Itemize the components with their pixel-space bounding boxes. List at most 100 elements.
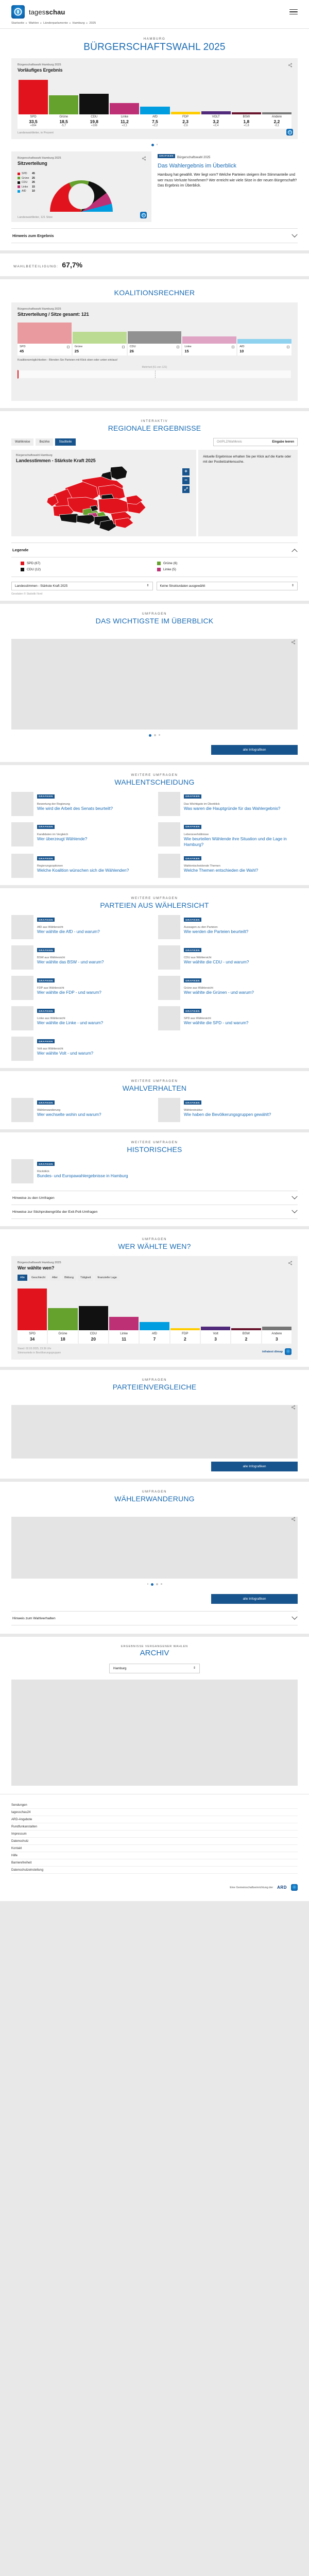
regional-tabs[interactable]: Wahlkreise Bezirke Stadtteile Ort/PLZ/Wa… [11,438,298,446]
filter-tab-geschlecht[interactable]: Geschlecht [29,1275,48,1281]
breadcrumb-item-laenderparlamente[interactable]: Länderparlamente [43,22,68,25]
infografik-placeholder[interactable] [11,1405,298,1459]
party-checkbox[interactable] [286,345,289,348]
tab-bezirke[interactable]: Bezirke [36,438,54,446]
teaser-title[interactable]: Wie wird die Arbeit des Senats beurteilt… [37,806,113,811]
infografik-placeholder[interactable] [11,1517,298,1579]
tab-stadtteile[interactable]: Stadtteile [55,438,76,446]
teaser-title[interactable]: Wer wählte die CDU - und warum? [184,960,249,965]
carousel-dot-2[interactable] [154,734,157,736]
footer-link-datenschutzeinstellung[interactable]: Datenschutzeinstellung [11,1867,298,1874]
zoom-out-button[interactable]: − [182,477,190,484]
brand-logo[interactable]: tagesschau [11,5,65,19]
teaser-card[interactable]: GRAFIKEN Aussagen zu den Parteien Wie werd… [158,915,298,940]
teaser-title[interactable]: Wie beurteilen Wählende ihre Situation u… [184,837,287,847]
hamburger-menu-icon[interactable] [289,9,298,15]
carousel-dot-1[interactable] [147,1583,148,1585]
koalition-bar-linke[interactable] [182,336,237,344]
footer-link-sendungen[interactable]: Sendungen [11,1802,298,1809]
share-icon[interactable] [288,1261,293,1265]
teaser-card[interactable]: GRAFIKEN Lebensverhältnisse Wie beurteilen… [158,822,298,848]
teaser-card[interactable]: GRAFIKEN Volt aus Wählersicht Wer wählte V… [11,1037,151,1061]
footer-link-barrierefreiheit[interactable]: Barrierefreiheit [11,1859,298,1867]
carousel-dot-2[interactable] [156,144,158,145]
teaser-title[interactable]: Wer wählte das BSW - und warum? [37,960,104,965]
filter-tab-tätigkeit[interactable]: Tätigkeit [78,1275,94,1281]
teaser-card[interactable]: GRAFIKEN SPD aus Wählersicht Wer wählte di… [158,1006,298,1031]
accordion-hinweis-wahlverhalten[interactable]: Hinweis zum Wahlverhalten [11,1612,298,1626]
party-checkbox[interactable] [122,345,125,348]
carousel-dot-1[interactable] [151,144,154,146]
teaser-card[interactable]: GRAFIKEN Linke aus Wählersicht Wer wählte … [11,1006,151,1031]
teaser-card[interactable]: GRAFIKEN FDP aus Wählersicht Wer wählte di… [11,976,151,1001]
share-icon[interactable] [291,1517,296,1521]
teaser-title[interactable]: Welche Themen entschieden die Wahl? [184,868,259,873]
breadcrumb-item-hamburg[interactable]: Hamburg [72,22,85,25]
teaser-title[interactable]: Wer wählte die AfD - und warum? [37,929,100,935]
search-clear-button[interactable]: Eingabe leeren [272,440,294,444]
teaser-title[interactable]: Wer wechselte wohin und warum? [37,1112,101,1117]
tab-wahlkreise[interactable]: Wahlkreise [11,438,34,446]
teaser-title[interactable]: Das Wahlergebnis im Überblick [158,163,237,169]
koalition-party-cells[interactable]: SPD 45 Grüne 25 CDU 26 Linke 15 AfD 10 [18,344,291,355]
carousel-dot-4[interactable] [161,1583,162,1585]
map-zoom-controls[interactable]: + − ⤢ [182,468,190,493]
footer-link-ard-angebote[interactable]: ARD-Angebote [11,1816,298,1824]
filter-tab-alter[interactable]: Alter [49,1275,61,1281]
alle-infografiken-button[interactable]: alle Infografiken [211,745,298,755]
filter-tab-bildung[interactable]: Bildung [62,1275,77,1281]
koalition-party-cdu[interactable]: CDU 26 [127,344,182,355]
umfrage-accordions[interactable]: Hinweise zu den Umfragen Hinweise zur St… [11,1191,298,1219]
accordion-hinweise-umfragen[interactable]: Hinweise zu den Umfragen [11,1191,298,1206]
carousel-dot-3[interactable] [159,734,160,736]
koalition-party-spd[interactable]: SPD 45 [18,344,72,355]
teaser-card[interactable]: GRAFIKEN Grüne aus Wählersicht Wer wählte … [158,976,298,1001]
alle-infografiken-button[interactable]: alle Infografiken [211,1594,298,1604]
zoom-in-button[interactable]: + [182,468,190,476]
teaser-title[interactable]: Wer wählte Volt - und warum? [37,1051,94,1056]
teaser-title[interactable]: Wer überzeugt Wählende? [37,837,88,841]
koalition-bar-spd[interactable] [18,322,72,344]
teaser-title[interactable]: Wer wählte die SPD - und warum? [184,1021,249,1026]
party-checkbox[interactable] [66,345,70,348]
teaser-title[interactable]: Wer wählte die Linke - und warum? [37,1021,104,1026]
archiv-content-placeholder[interactable] [11,1680,298,1786]
koalition-bar-afd[interactable] [237,338,291,344]
footer-link-kontakt[interactable]: Kontakt [11,1845,298,1853]
koalition-party-linke[interactable]: Linke 15 [182,344,237,355]
teaser-title[interactable]: Wie haben die Bevölkerungsgruppen gewähl… [184,1112,271,1117]
carousel-dot-2[interactable] [151,1583,153,1586]
region-search-input[interactable]: Ort/PLZ/Wahlkreis Eingabe leeren [213,438,298,446]
teaser-title[interactable]: Bundes- und Europawahlergebnisse in Hamb… [37,1174,128,1179]
accordion-stichprobengroesse[interactable]: Hinweise zur Stichprobengröße der Exit-P… [11,1205,298,1219]
teaser-title[interactable]: Welche Koalition wünschen sich die Wähle… [37,868,129,873]
koalition-party-grüne[interactable]: Grüne 25 [72,344,127,355]
map-canvas[interactable]: + − ⤢ [16,466,192,532]
carousel-dots[interactable] [11,139,298,151]
carousel-dot-1[interactable] [149,734,152,737]
teaser-card[interactable]: GRAFIKEN Wählerstruktur Wie haben die Bevö… [158,1098,298,1123]
share-icon[interactable] [291,1405,296,1410]
map-structure-select[interactable]: Keine Strukturdaten ausgewählt ⇕ [156,582,298,590]
footer-link-rundfunkanstalten[interactable]: Rundfunkanstalten [11,1823,298,1831]
map-metric-select[interactable]: Landesstimmen - Stärkste Kraft 2025 ⇕ [11,582,153,590]
breadcrumb-item-2025[interactable]: 2025 [89,22,96,25]
share-icon[interactable] [288,63,293,67]
archiv-state-select[interactable]: Hamburg ⇕ [109,1664,200,1674]
teaser-card[interactable]: GRAFIKEN Bewertung der Regierung Wie wird … [11,792,151,816]
teaser-card[interactable]: GRAFIKEN Kandidaten im Vergleich Wer überz… [11,822,151,848]
teaser-card[interactable]: GRAFIKEN AfD aus Wählersicht Wer wählte di… [11,915,151,940]
footer-link-hilfe[interactable]: Hilfe [11,1852,298,1860]
party-checkbox[interactable] [232,345,235,348]
filter-tab-finanzielle-lage[interactable]: finanzielle Lage [95,1275,119,1281]
teaser-card[interactable]: GRAFIKEN BSW aus Wählersicht Wer wählte da… [11,945,151,970]
teaser-card[interactable]: GRAFIKEN Regierungsoptionen Welche Koaliti… [11,854,151,878]
teaser-card[interactable]: GRAFIKEN Rückblick Bundes- und Europawahle… [11,1159,151,1184]
filter-tab-alle[interactable]: Alle [18,1275,27,1281]
hint-accordion[interactable]: Hinweis zum Ergebnis [11,228,298,243]
footer-link-tagesschau24[interactable]: tagesschau24 [11,1809,298,1817]
teaser-title[interactable]: Wer wählte die Grünen - und warum? [184,990,254,995]
teaser-card[interactable]: GRAFIKEN CDU aus Wählersicht Wer wählte di… [158,945,298,970]
legend-accordion[interactable]: Legende [11,543,298,557]
teaser-title[interactable]: Wie werden die Parteien beurteilt? [184,929,249,935]
